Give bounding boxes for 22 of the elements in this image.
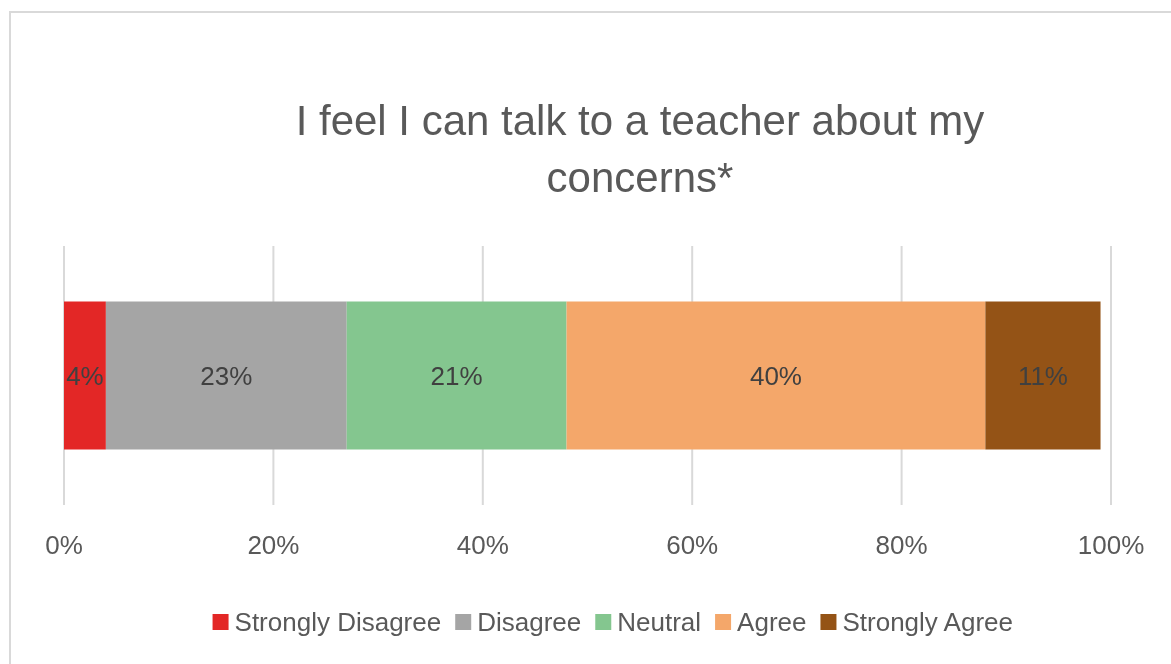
x-tick-label: 100%: [1077, 530, 1145, 561]
chart-title: I feel I can talk to a teacher about my concerns*: [295, 97, 985, 201]
data-label: 4%: [66, 360, 104, 391]
legend-label: Disagree: [477, 607, 582, 638]
x-tick-label: 80%: [875, 530, 928, 561]
bar: [346, 301, 567, 450]
legend-label: Agree: [737, 607, 807, 638]
x-tick-label: 60%: [666, 530, 719, 561]
bar: [64, 301, 106, 450]
data-label: 40%: [749, 360, 802, 391]
bar: [566, 301, 986, 450]
data-label: 21%: [430, 360, 483, 391]
bar: [985, 301, 1101, 450]
bar: [105, 301, 347, 450]
legend-label: Strongly Agree: [842, 607, 1014, 638]
data-label: 11%: [1017, 360, 1068, 391]
data-label: 23%: [200, 360, 253, 391]
legend-label: Strongly Disagree: [234, 607, 442, 638]
x-tick-label: 0%: [45, 530, 83, 561]
legend-label: Neutral: [617, 607, 702, 638]
x-tick-label: 40%: [456, 530, 509, 561]
x-tick-label: 20%: [247, 530, 300, 561]
